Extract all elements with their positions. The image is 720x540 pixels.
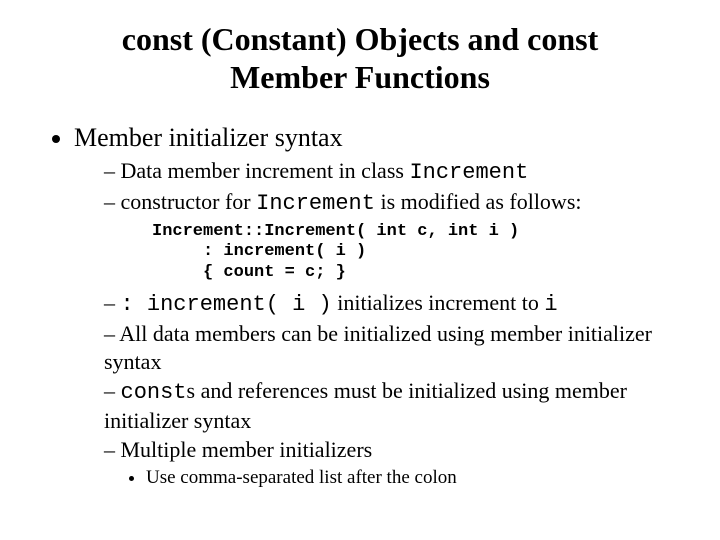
sub-item-3: : increment( i ) initializes increment t… [104, 289, 690, 319]
bullet-list-level2b: : increment( i ) initializes increment t… [74, 289, 690, 490]
slide-title: const (Constant) Objects and const Membe… [30, 20, 690, 97]
sub1-code: Increment [409, 160, 528, 185]
code-line-3: { count = c; } [152, 263, 346, 282]
sub-item-1: Data member increment in class Increment [104, 157, 690, 187]
sub-item-6-1: Use comma-separated list after the colon [146, 466, 690, 490]
code-line-2: : increment( i ) [152, 242, 366, 261]
code-block: Increment::Increment( int c, int i ) : i… [74, 222, 690, 283]
sub2-code: Increment [256, 191, 375, 216]
sub-item-5: consts and references must be initialize… [104, 377, 690, 434]
bullet-list-level2: Data member increment in class Increment… [74, 157, 690, 218]
sub3-mid: initializes increment to [332, 290, 545, 315]
sub6-text: Multiple member initializers [121, 437, 373, 462]
sub-item-2: constructor for Increment is modified as… [104, 188, 690, 218]
sub5-code: const [121, 380, 187, 405]
code-line-1: Increment::Increment( int c, int i ) [152, 222, 519, 241]
slide: const (Constant) Objects and const Membe… [0, 0, 720, 540]
sub1-prefix: Data member increment in class [121, 158, 410, 183]
bullet-list-level3: Use comma-separated list after the colon [104, 466, 690, 490]
sub3-code: : increment( i ) [121, 292, 332, 317]
sub2-prefix: constructor for [121, 189, 257, 214]
sub-item-4: All data members can be initialized usin… [104, 320, 690, 375]
sub3-code2: i [544, 292, 557, 317]
bullet-item-1: Member initializer syntax Data member in… [74, 123, 690, 490]
sub-item-6: Multiple member initializers Use comma-s… [104, 436, 690, 489]
sub2-suffix: is modified as follows: [375, 189, 582, 214]
bullet-list-level1: Member initializer syntax Data member in… [30, 123, 690, 490]
bullet-1-text: Member initializer syntax [74, 123, 343, 152]
